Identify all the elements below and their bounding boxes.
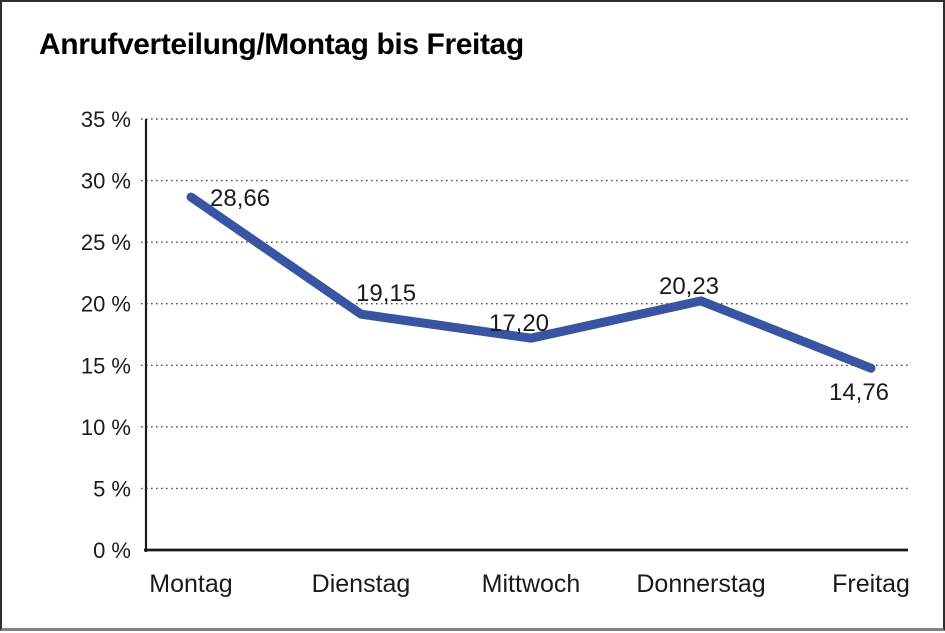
series-line [186, 192, 876, 373]
y-tick-label: 0 % [93, 538, 131, 563]
y-tick-label: 5 % [93, 476, 131, 501]
y-tick-label: 10 % [81, 415, 131, 440]
x-category-label: Freitag [832, 570, 910, 598]
data-label: 28,66 [210, 185, 270, 212]
x-category-label: Donnerstag [636, 570, 765, 598]
data-label: 14,76 [829, 379, 889, 406]
x-category-label: Mittwoch [482, 570, 581, 598]
y-tick-label: 25 % [81, 230, 131, 255]
y-tick-label: 35 % [81, 107, 131, 132]
data-label: 17,20 [489, 310, 549, 337]
y-tick-label: 20 % [81, 292, 131, 317]
data-label: 20,23 [659, 273, 719, 300]
data-label: 19,15 [356, 280, 416, 307]
y-tick-label: 15 % [81, 353, 131, 378]
x-category-label: Montag [149, 570, 232, 598]
x-category-label: Dienstag [312, 570, 411, 598]
chart-title: Anrufverteilung/Montag bis Freitag [39, 28, 524, 61]
y-tick-label: 30 % [81, 169, 131, 194]
